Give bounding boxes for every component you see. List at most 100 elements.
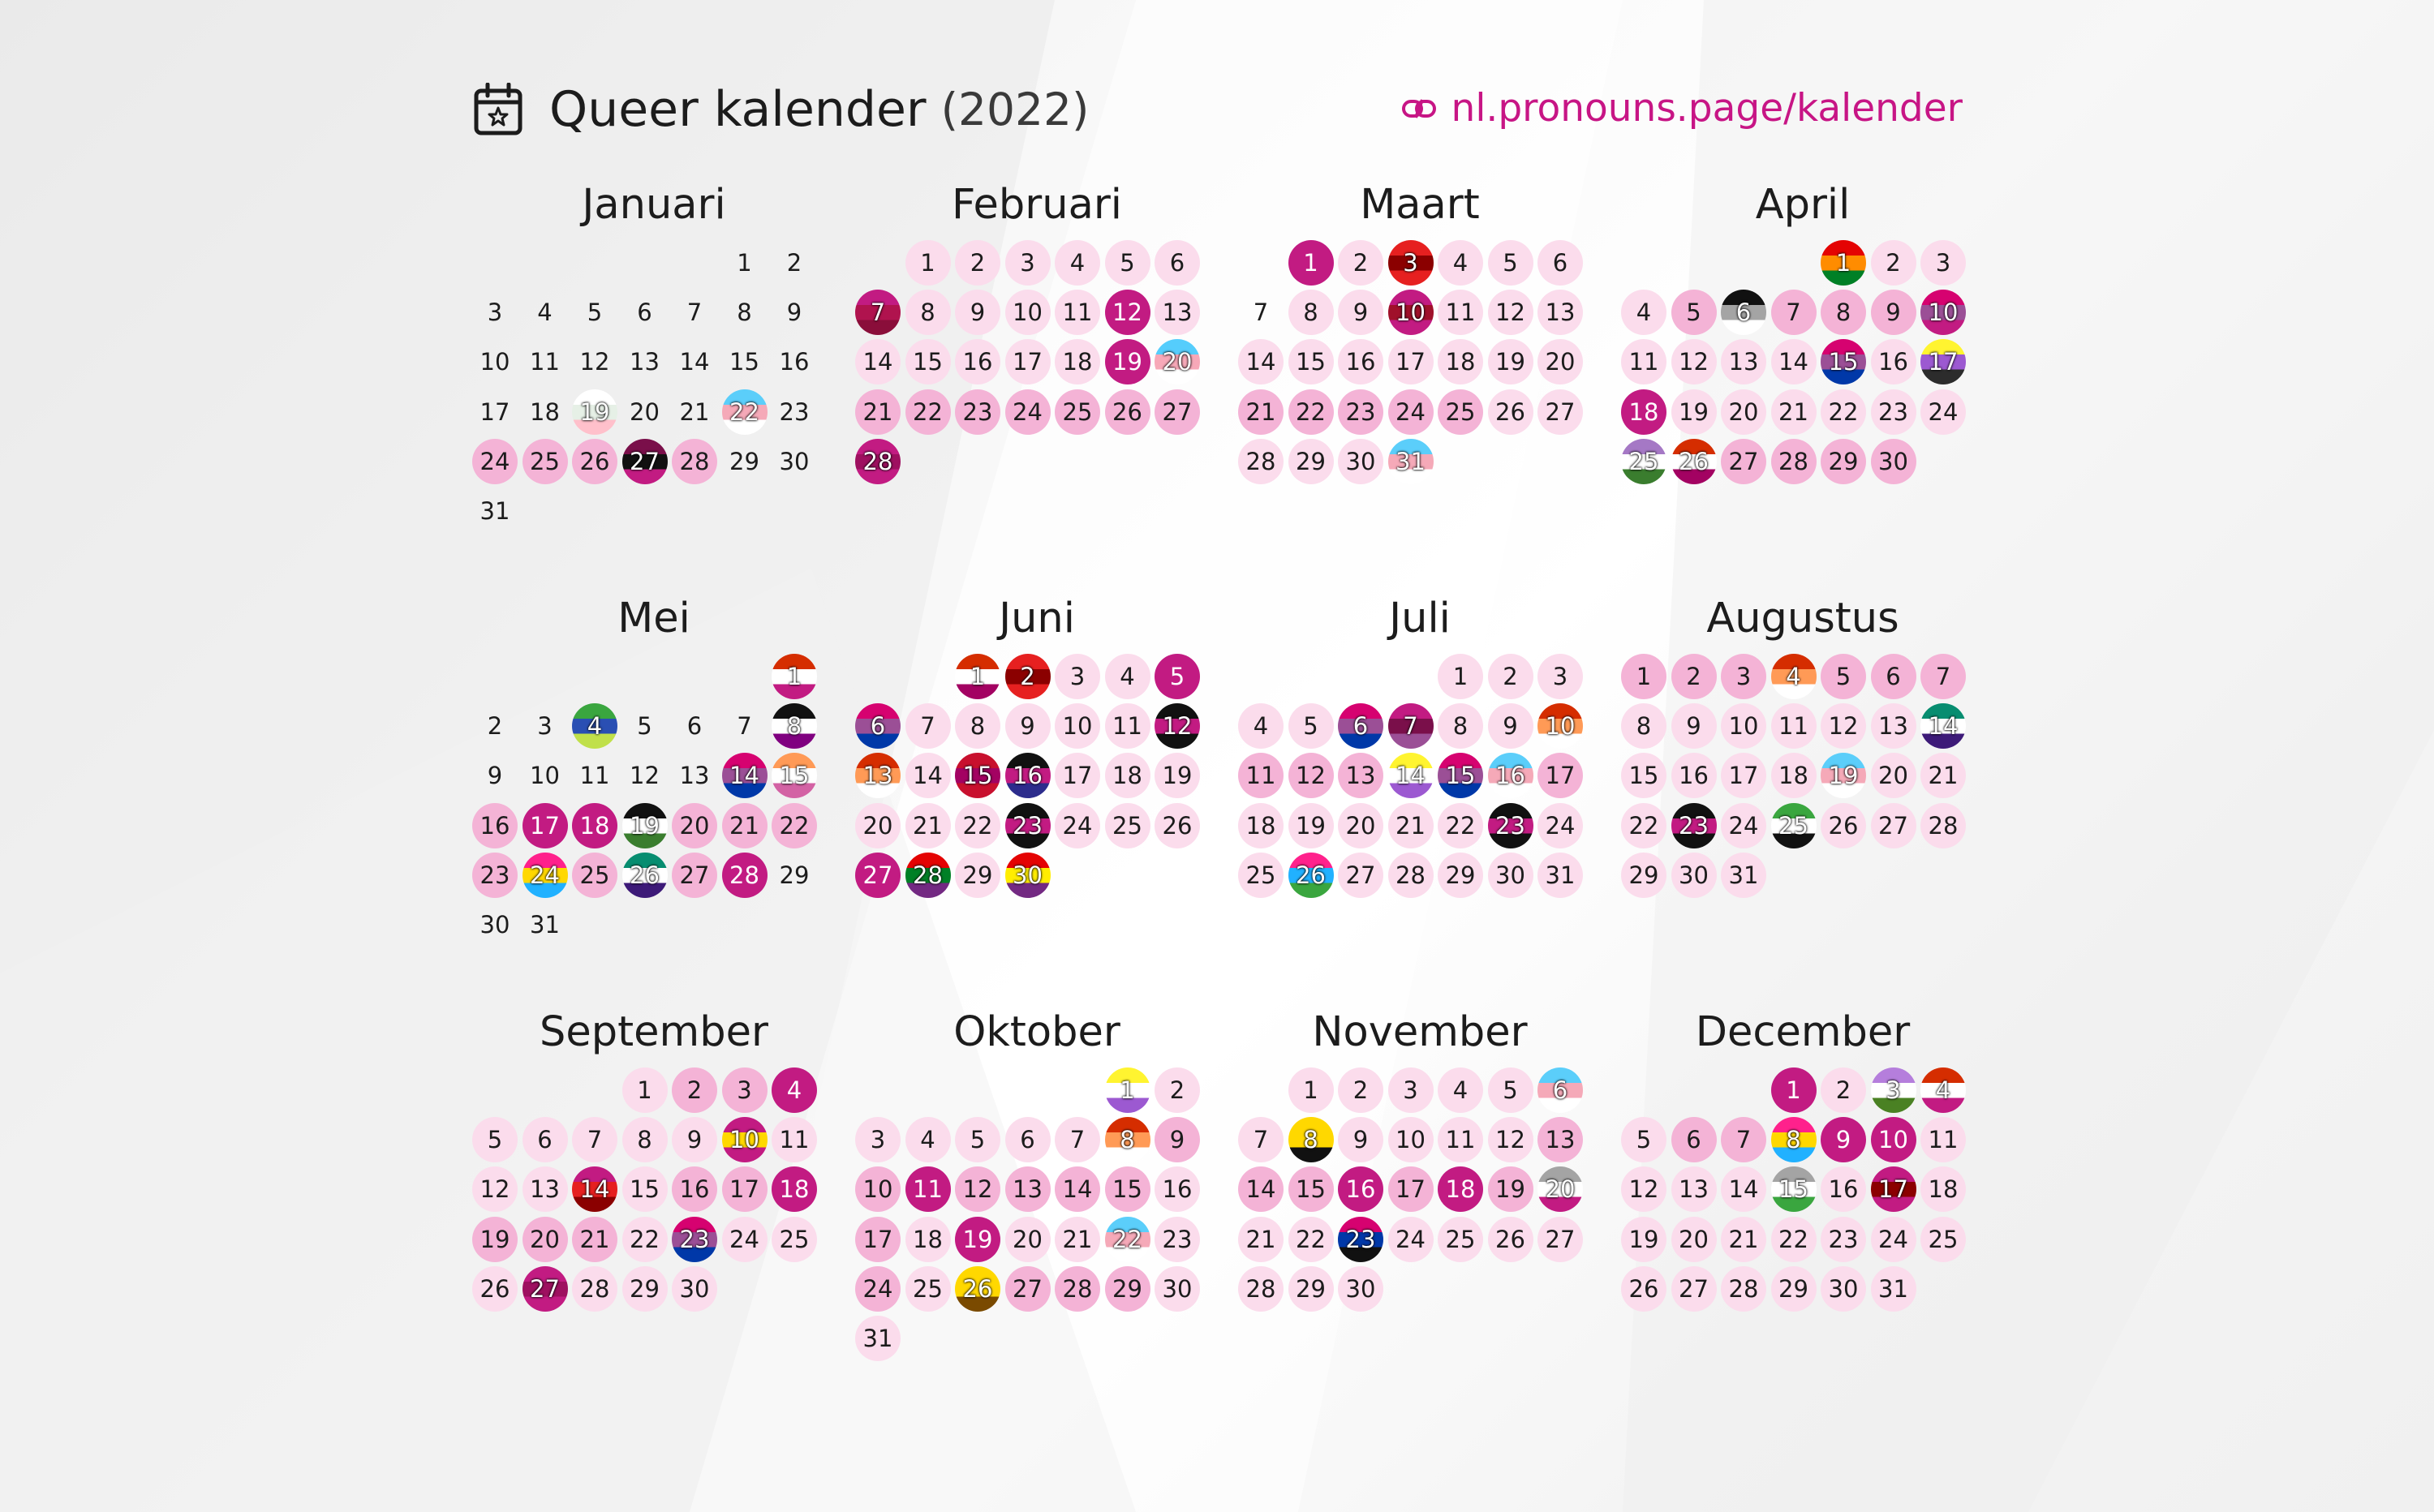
day-cell[interactable]: 11 [1055, 290, 1100, 336]
day-cell[interactable]: 2 [955, 240, 1000, 286]
day-cell-flag[interactable]: 30 [1004, 852, 1051, 898]
day-cell[interactable]: 16 [1671, 753, 1717, 799]
day-cell[interactable]: 22 [1288, 1216, 1334, 1262]
day-cell[interactable]: 27 [1537, 1216, 1583, 1262]
day-cell[interactable]: 10 [1004, 290, 1051, 336]
day-cell[interactable]: 2 [1671, 654, 1717, 699]
day-cell-flag[interactable]: 28 [855, 438, 901, 484]
day-cell[interactable]: 13 [1721, 339, 1766, 385]
day-cell[interactable]: 7 [737, 712, 752, 741]
day-cell[interactable]: 17 [721, 1166, 768, 1213]
day-cell[interactable]: 20 [672, 802, 717, 848]
day-cell[interactable]: 10 [530, 762, 560, 790]
day-cell[interactable]: 4 [1104, 654, 1150, 699]
day-cell[interactable]: 2 [1821, 1067, 1866, 1113]
day-cell[interactable]: 16 [955, 339, 1000, 385]
day-cell[interactable]: 29 [1821, 438, 1866, 484]
day-cell-flag[interactable]: 14 [721, 753, 768, 799]
day-cell[interactable]: 7 [1055, 1117, 1100, 1163]
day-cell[interactable]: 24 [472, 438, 518, 484]
day-cell[interactable]: 5 [1155, 654, 1200, 699]
day-cell[interactable]: 6 [1004, 1117, 1051, 1163]
day-cell[interactable]: 7 [572, 1117, 617, 1163]
day-cell[interactable]: 9 [1487, 703, 1533, 750]
day-cell[interactable]: 24 [1387, 389, 1434, 435]
day-cell[interactable]: 20 [1870, 753, 1916, 799]
day-cell[interactable]: 26 [1104, 389, 1150, 435]
day-cell[interactable]: 26 [1155, 802, 1200, 848]
day-cell[interactable]: 16 [472, 802, 518, 848]
day-cell[interactable]: 12 [472, 1166, 518, 1213]
day-cell[interactable]: 24 [1387, 1216, 1434, 1262]
day-cell[interactable]: 5 [587, 299, 603, 327]
day-cell[interactable]: 27 [1338, 852, 1383, 898]
day-cell-flag[interactable]: 14 [1387, 753, 1434, 799]
day-cell[interactable]: 8 [955, 703, 1000, 750]
day-cell[interactable]: 8 [621, 1117, 668, 1163]
day-cell[interactable]: 3 [1721, 654, 1766, 699]
day-cell[interactable]: 14 [679, 348, 710, 376]
day-cell[interactable]: 1 [1621, 654, 1666, 699]
day-cell[interactable]: 9 [786, 299, 802, 327]
day-cell[interactable]: 29 [729, 447, 759, 475]
day-cell-flag[interactable]: 8 [772, 703, 817, 750]
day-cell[interactable]: 24 [855, 1265, 901, 1312]
day-cell[interactable]: 30 [1338, 438, 1383, 484]
day-cell[interactable]: 7 [1253, 299, 1269, 327]
day-cell[interactable]: 16 [1338, 1166, 1383, 1213]
day-cell[interactable]: 8 [1621, 703, 1666, 750]
day-cell[interactable]: 18 [530, 397, 560, 426]
day-cell-flag[interactable]: 6 [1338, 703, 1383, 750]
day-cell[interactable]: 30 [1870, 438, 1916, 484]
day-cell[interactable]: 27 [672, 852, 717, 898]
day-cell[interactable]: 1 [737, 249, 752, 277]
day-cell-flag[interactable]: 4 [1770, 654, 1817, 699]
day-cell-flag[interactable]: 19 [572, 389, 617, 435]
day-cell[interactable]: 20 [1338, 802, 1383, 848]
day-cell-flag[interactable]: 3 [1870, 1067, 1916, 1113]
day-cell[interactable]: 5 [1821, 654, 1866, 699]
day-cell[interactable]: 9 [955, 290, 1000, 336]
day-cell[interactable]: 17 [1387, 1166, 1434, 1213]
day-cell[interactable]: 10 [1870, 1117, 1916, 1163]
day-cell[interactable]: 9 [1004, 703, 1051, 750]
day-cell[interactable]: 30 [1155, 1265, 1200, 1312]
day-cell[interactable]: 27 [1537, 389, 1583, 435]
day-cell[interactable]: 17 [1387, 339, 1434, 385]
day-cell[interactable]: 23 [1338, 389, 1383, 435]
day-cell[interactable]: 24 [1920, 389, 1966, 435]
day-cell-flag[interactable]: 6 [855, 703, 901, 750]
day-cell-flag[interactable]: 4 [572, 703, 617, 750]
day-cell[interactable]: 3 [1920, 240, 1966, 286]
day-cell[interactable]: 6 [686, 712, 703, 741]
day-cell[interactable]: 13 [1537, 290, 1583, 336]
day-cell[interactable]: 9 [1870, 290, 1916, 336]
day-cell[interactable]: 14 [1238, 1166, 1284, 1213]
day-cell[interactable]: 1 [905, 240, 951, 286]
day-cell[interactable]: 18 [1055, 339, 1100, 385]
day-cell[interactable]: 4 [1438, 240, 1483, 286]
day-cell[interactable]: 3 [487, 299, 503, 327]
day-cell[interactable]: 11 [1104, 703, 1150, 750]
day-cell[interactable]: 21 [679, 397, 710, 426]
day-cell-flag[interactable]: 26 [1288, 852, 1334, 898]
day-cell[interactable]: 25 [572, 852, 617, 898]
day-cell[interactable]: 19 [1621, 1216, 1666, 1262]
day-cell[interactable]: 15 [905, 339, 951, 385]
day-cell[interactable]: 9 [1338, 1117, 1383, 1163]
day-cell[interactable]: 7 [1770, 290, 1817, 336]
day-cell[interactable]: 12 [1104, 290, 1150, 336]
day-cell[interactable]: 29 [1621, 852, 1666, 898]
day-cell[interactable]: 29 [1438, 852, 1483, 898]
day-cell[interactable]: 31 [855, 1316, 901, 1361]
day-cell[interactable]: 3 [855, 1117, 901, 1163]
day-cell[interactable]: 20 [855, 802, 901, 848]
day-cell[interactable]: 23 [472, 852, 518, 898]
day-cell[interactable]: 30 [672, 1265, 717, 1312]
day-cell[interactable]: 2 [1338, 1067, 1383, 1113]
day-cell[interactable]: 29 [779, 861, 810, 889]
day-cell[interactable]: 25 [1438, 1216, 1483, 1262]
day-cell[interactable]: 18 [1104, 753, 1150, 799]
day-cell-flag[interactable]: 31 [1387, 438, 1434, 484]
day-cell[interactable]: 4 [1238, 703, 1284, 750]
